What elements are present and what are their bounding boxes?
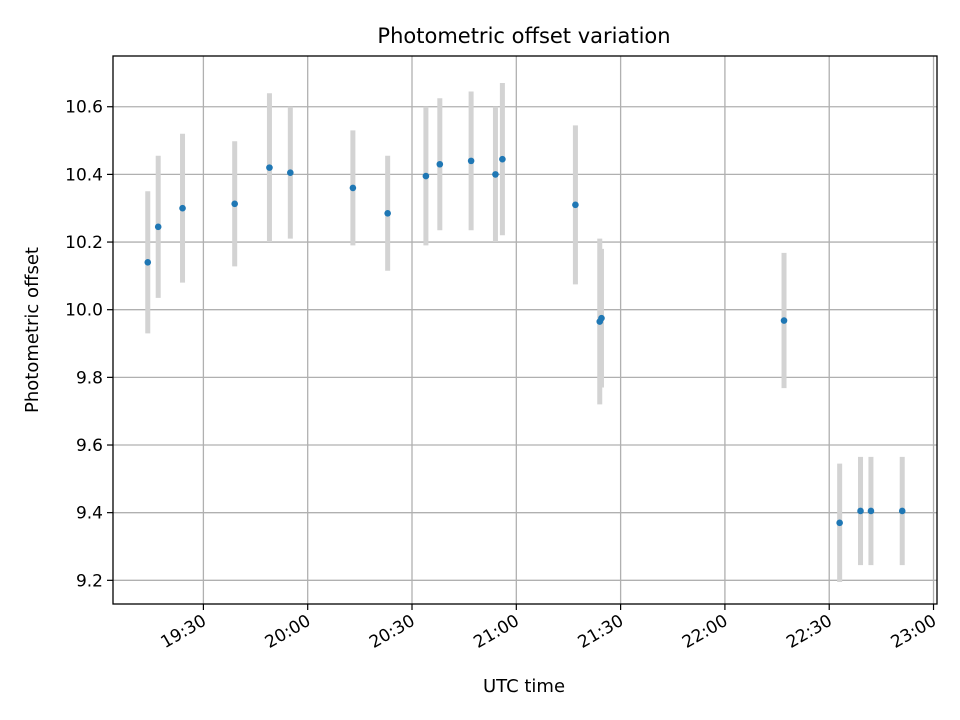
y-axis-ticks: 9.2 9.4 9.6 9.8 10.0 10.2 10.4 10.6 (65, 98, 113, 591)
data-point (780, 317, 788, 324)
data-point (287, 169, 294, 177)
y-tick-label: 10.4 (65, 165, 103, 185)
data-point (436, 160, 444, 168)
data-point (499, 155, 506, 163)
data-point (836, 519, 843, 527)
y-tick-label: 9.4 (76, 504, 103, 524)
grid (113, 56, 937, 604)
data-point (492, 171, 499, 178)
data-point (231, 200, 238, 208)
data-point (867, 507, 875, 515)
data-point (154, 223, 162, 231)
data-point (572, 201, 579, 209)
data-point (467, 157, 475, 165)
data-point (144, 259, 152, 266)
y-tick-label: 9.2 (76, 571, 103, 591)
data-point (422, 172, 430, 180)
data-point (384, 209, 391, 217)
data-point (857, 507, 864, 515)
y-tick-label: 9.6 (76, 436, 103, 456)
data-point (266, 164, 273, 171)
y-tick-label: 10.2 (65, 233, 103, 253)
data-point (598, 314, 605, 322)
y-tick-label: 9.8 (76, 368, 103, 388)
y-tick-label: 10.0 (65, 301, 103, 321)
y-axis-title: Photometric offset (22, 247, 43, 413)
x-axis-title: UTC time (483, 676, 565, 697)
data-point (349, 184, 357, 192)
data-point (179, 204, 186, 212)
plot-area-frame (112, 55, 938, 605)
data-point (898, 507, 906, 515)
y-tick-label: 10.6 (65, 98, 103, 118)
chart-title: Photometric offset variation (377, 24, 670, 48)
data-points (144, 155, 906, 527)
